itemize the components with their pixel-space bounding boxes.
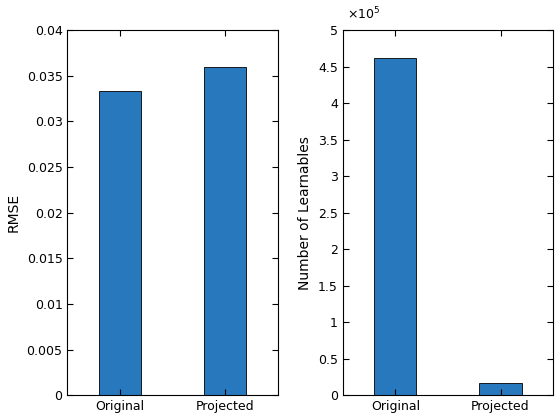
Y-axis label: Number of Learnables: Number of Learnables: [298, 136, 312, 289]
Bar: [204, 66, 246, 395]
Bar: [99, 91, 141, 395]
Text: $\times10^5$: $\times10^5$: [347, 6, 380, 23]
Bar: [479, 383, 521, 395]
Y-axis label: RMSE: RMSE: [7, 193, 21, 232]
Bar: [375, 58, 417, 395]
